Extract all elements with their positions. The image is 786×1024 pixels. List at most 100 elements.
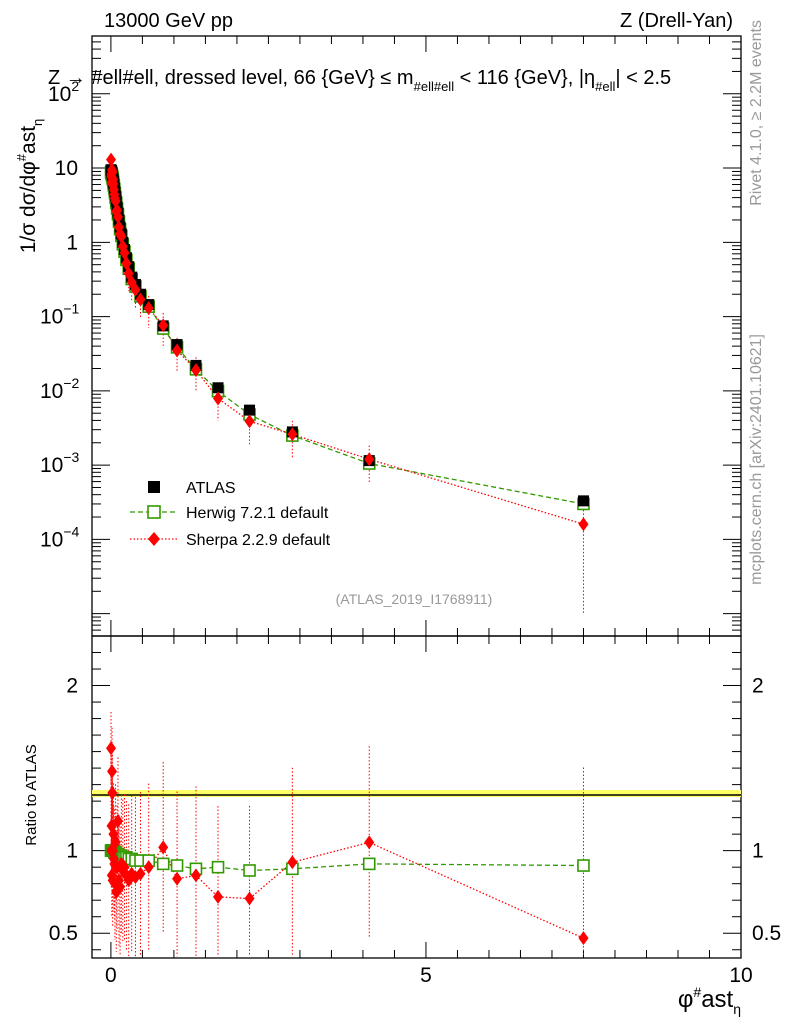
x-axis-label-sub: η (733, 1001, 741, 1017)
atlas-point (212, 382, 224, 394)
sherpa-ratio-point (121, 868, 132, 883)
sherpa-point (121, 256, 132, 271)
legend-label-atlas: ATLAS (186, 480, 236, 497)
y-tick-label: 10−2 (40, 375, 80, 403)
sherpa-ratio-point (244, 891, 255, 906)
ratio-y-tick-label: 0.5 (49, 922, 78, 945)
atlas-point (577, 495, 589, 507)
ratio-y-axis-label: Ratio to ATLAS (23, 744, 40, 845)
sherpa-point (287, 427, 298, 442)
y-tick-label: 10−1 (40, 301, 80, 329)
sherpa-ratio-point (115, 879, 126, 894)
y-axis-label-lead: 1/σ dσ/dφ (17, 161, 40, 253)
y-axis-label-mid: ast (17, 126, 40, 154)
plot-title-tail: | < 2.5 (615, 67, 671, 89)
rivet-version-text: Rivet 4.1.0, ≥ 2.2M events (748, 20, 765, 206)
sherpa-ratio-point (106, 741, 117, 756)
header-left: 13000 GeV pp (104, 10, 233, 32)
sherpa-point (364, 452, 375, 467)
legend: ATLAS Herwig 7.2.1 default Sherpa 2.2.9 … (130, 480, 331, 549)
herwig-ratio-point (362, 857, 376, 871)
sherpa-ratio-point (213, 889, 224, 904)
y-tick-label: 102 (48, 78, 79, 106)
y-tick-label-exponent: 2 (71, 78, 79, 94)
x-axis-label: φ#astη (678, 984, 741, 1017)
ratio-uncertainty-band (92, 790, 741, 797)
chart-marks (104, 152, 590, 957)
header-right: Z (Drell-Yan) (620, 10, 733, 32)
x-axis-label-base: φ (678, 986, 694, 1013)
ratio-y-tick-label: 2 (66, 675, 78, 698)
y-tick-label-base: 10 (40, 380, 63, 403)
ratio-y-tick-label: 1 (66, 840, 78, 863)
sherpa-point (106, 152, 117, 167)
plot-title-sub1: #ell#ell (414, 79, 455, 94)
y-tick-label-exponent: −4 (63, 523, 79, 539)
y-tick-label-exponent: −2 (63, 375, 79, 391)
sherpa-ratio-point (107, 764, 118, 779)
y-axis-label-sub: η (30, 119, 45, 126)
sherpa-point (213, 391, 224, 406)
legend-label-herwig: Herwig 7.2.1 default (186, 505, 329, 522)
sherpa-ratio-point (119, 860, 130, 875)
sherpa-ratio-point (107, 785, 118, 800)
sherpa-point (112, 209, 123, 224)
ratio-y-tick-label-right: 2 (752, 675, 764, 698)
sherpa-ratio-point (190, 868, 201, 883)
herwig-ratio-point (211, 860, 225, 874)
sherpa-point (244, 414, 255, 429)
analysis-id: (ATLAS_2019_I1768911) (336, 591, 493, 607)
sherpa-point (158, 318, 169, 333)
sherpa-point (172, 343, 183, 358)
x-tick-label: 10 (729, 964, 752, 987)
sherpa-ratio-point (110, 835, 121, 850)
sherpa-point (110, 194, 121, 209)
legend-marker-herwig (147, 505, 161, 519)
sherpa-point (578, 517, 589, 532)
sherpa-ratio-line (110, 748, 584, 939)
sherpa-point (143, 301, 154, 316)
y-tick-label-exponent: −3 (63, 449, 79, 465)
legend-marker-atlas (148, 481, 160, 493)
sherpa-ratio-point (578, 931, 589, 946)
plot-title-lead: Z → #ell#ell, dressed level, 66 {GeV} ≤ … (48, 67, 414, 89)
y-tick-label: 1 (66, 231, 78, 254)
y-tick-label: 10 (55, 157, 78, 180)
herwig-ratio-point (170, 859, 184, 872)
mcplots-reference-text: mcplots.cern.ch [arXiv:2401.10621] (748, 334, 765, 585)
ratio-y-tick-label-right: 1 (752, 840, 764, 863)
sherpa-ratio-point (287, 855, 298, 870)
y-tick-label-base: 10 (40, 454, 63, 477)
y-tick-label-exponent: −1 (63, 301, 79, 317)
atlas-point (244, 404, 256, 416)
sherpa-ratio-point (158, 840, 169, 855)
sherpa-ratio-point (172, 871, 183, 886)
x-tick-label: 0 (105, 964, 117, 987)
sherpa-ratio-point (143, 860, 154, 875)
legend-label-sherpa: Sherpa 2.2.9 default (186, 532, 331, 549)
y-axis-label: 1/σ dσ/dφ#astη (14, 119, 45, 254)
y-axis-label-sup: # (14, 153, 29, 161)
y-tick-label: 10−4 (40, 523, 80, 551)
y-tick-label-base: 10 (40, 306, 63, 329)
plot-title: Z → #ell#ell, dressed level, 66 {GeV} ≤ … (48, 67, 671, 94)
sherpa-point (116, 229, 127, 244)
herwig-ratio-point (156, 857, 170, 871)
sherpa-point (130, 282, 141, 297)
herwig-ratio-point (577, 859, 590, 872)
plot-title-sub2: #ell (595, 79, 615, 94)
sherpa-point (190, 363, 201, 378)
sherpa-ratio-point (112, 813, 123, 828)
x-axis-label-mid: ast (701, 986, 733, 1013)
sherpa-ratio-point (364, 835, 375, 850)
y-tick-label-base: 1 (66, 231, 78, 254)
y-tick-label: 10−3 (40, 449, 80, 477)
x-axis-label-sup: # (693, 984, 701, 1000)
y-tick-label-base: 10 (40, 528, 63, 551)
y-tick-label-base: 10 (48, 83, 71, 106)
sherpa-point (135, 292, 146, 307)
x-tick-label: 5 (420, 964, 432, 987)
ratio-y-tick-label-right: 0.5 (752, 922, 781, 945)
